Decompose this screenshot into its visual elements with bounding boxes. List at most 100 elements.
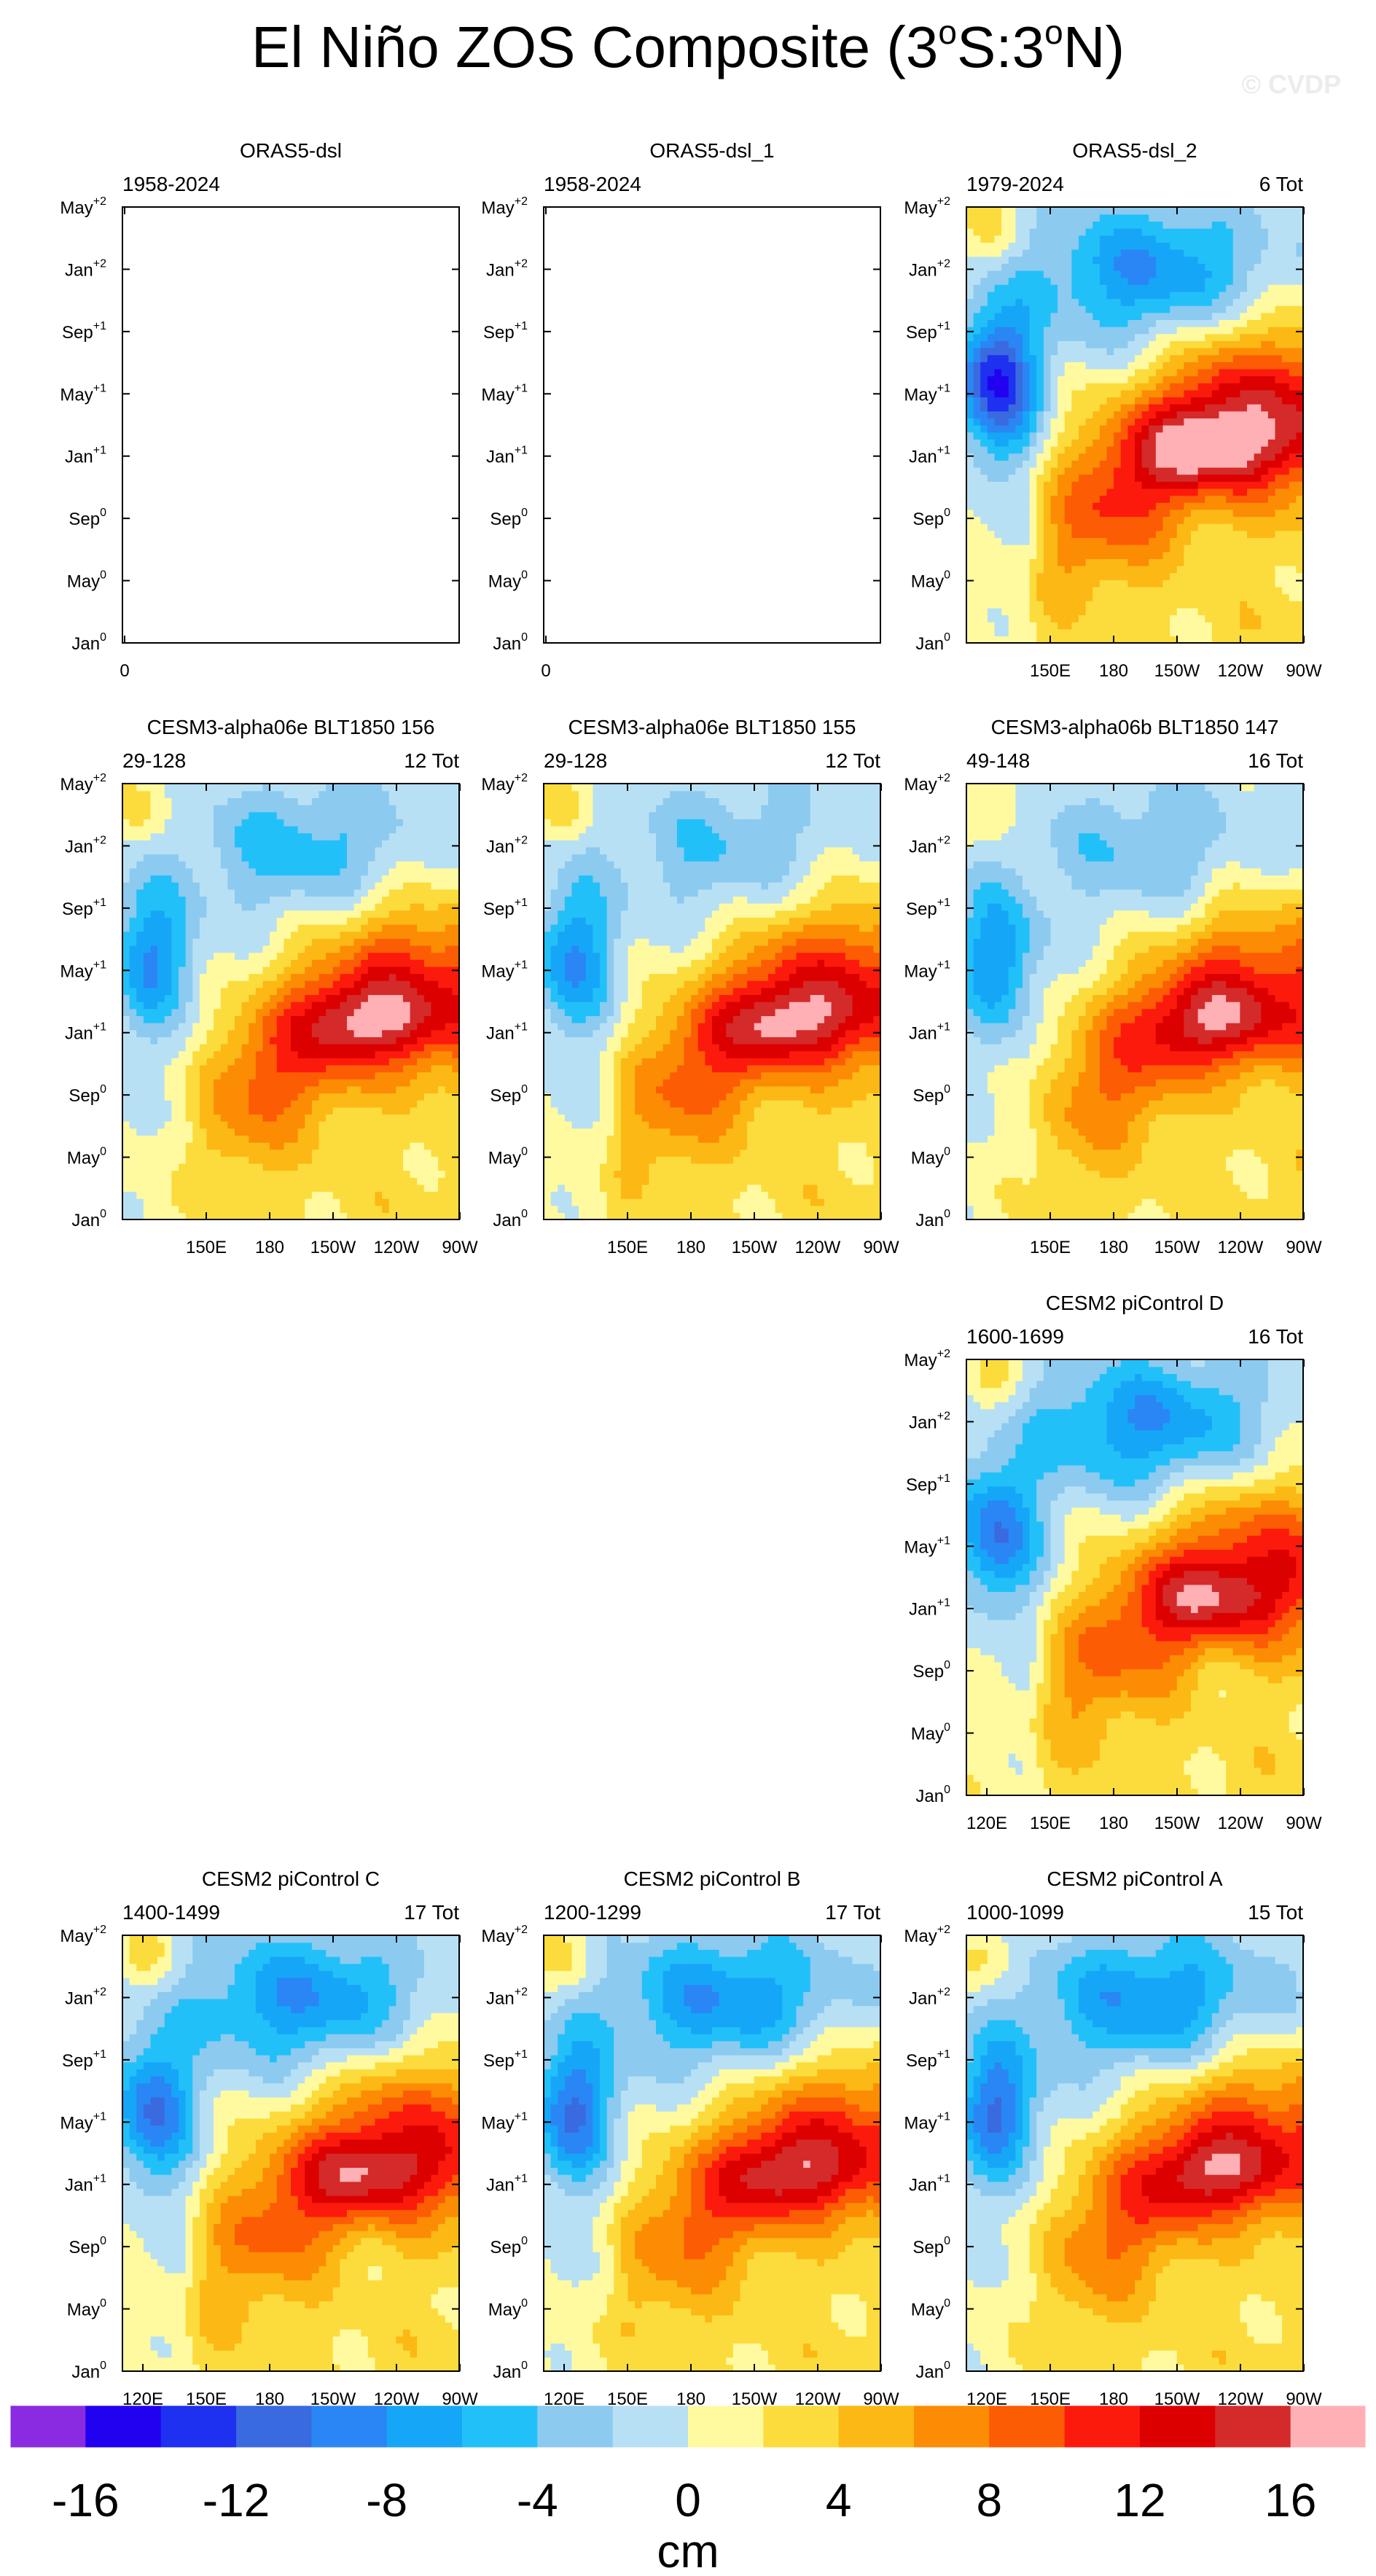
contour-cell bbox=[235, 811, 243, 819]
contour-cell bbox=[1092, 445, 1101, 454]
contour-cell bbox=[1023, 502, 1031, 510]
contour-cell bbox=[179, 1184, 187, 1193]
contour-cell bbox=[192, 1198, 200, 1206]
contour-cell bbox=[1135, 558, 1143, 566]
contour-cell bbox=[262, 790, 270, 798]
contour-cell bbox=[1226, 410, 1234, 419]
contour-cell bbox=[179, 1128, 187, 1136]
contour-cell bbox=[1036, 488, 1044, 496]
contour-cell bbox=[1247, 354, 1255, 362]
contour-cell bbox=[1001, 235, 1009, 243]
contour-cell bbox=[235, 1072, 243, 1080]
contour-cell bbox=[1141, 523, 1149, 531]
contour-cell bbox=[220, 1106, 229, 1115]
contour-cell bbox=[1261, 495, 1269, 503]
contour-cell bbox=[326, 1022, 334, 1031]
contour-cell bbox=[157, 854, 165, 862]
contour-cell bbox=[1064, 298, 1073, 306]
contour-cell bbox=[1092, 460, 1101, 468]
contour-cell bbox=[1247, 249, 1255, 257]
contour-cell bbox=[143, 1008, 152, 1016]
contour-cell bbox=[185, 811, 193, 819]
contour-cell bbox=[332, 1114, 341, 1122]
contour-cell bbox=[1184, 256, 1192, 264]
contour-cell bbox=[1141, 502, 1149, 510]
contour-cell bbox=[1162, 298, 1170, 306]
contour-cell bbox=[1282, 474, 1290, 482]
contour-cell bbox=[235, 1008, 243, 1016]
contour-cell bbox=[1135, 523, 1143, 531]
contour-field bbox=[966, 207, 1303, 643]
contour-cell bbox=[270, 1100, 278, 1108]
contour-cell bbox=[1036, 601, 1044, 609]
contour-cell bbox=[1162, 410, 1170, 419]
contour-cell bbox=[1261, 312, 1269, 321]
contour-cell bbox=[255, 1072, 264, 1080]
contour-cell bbox=[249, 1177, 257, 1185]
contour-cell bbox=[1008, 502, 1017, 510]
contour-cell bbox=[227, 987, 235, 996]
contour-cell bbox=[1106, 242, 1114, 250]
contour-cell bbox=[179, 1156, 187, 1164]
contour-cell bbox=[1015, 298, 1023, 306]
contour-cell bbox=[1036, 375, 1044, 383]
contour-cell bbox=[1155, 326, 1164, 335]
contour-cell bbox=[1232, 298, 1241, 306]
contour-cell bbox=[214, 861, 222, 869]
contour-cell bbox=[966, 333, 974, 341]
contour-cell bbox=[1191, 460, 1199, 468]
contour-cell bbox=[305, 987, 313, 996]
contour-cell bbox=[1079, 368, 1087, 377]
contour-cell bbox=[994, 221, 1002, 229]
contour-cell bbox=[1001, 227, 1009, 236]
contour-cell bbox=[1120, 312, 1129, 321]
contour-cell bbox=[305, 867, 313, 876]
contour-cell bbox=[1226, 453, 1234, 461]
contour-cell bbox=[129, 910, 137, 918]
contour-cell bbox=[241, 1135, 249, 1143]
contour-cell bbox=[1247, 418, 1255, 426]
contour-cell bbox=[966, 418, 974, 426]
contour-cell bbox=[1106, 347, 1114, 356]
contour-cell bbox=[1261, 410, 1269, 419]
contour-cell bbox=[1240, 481, 1248, 489]
contour-cell bbox=[150, 1205, 158, 1214]
contour-cell bbox=[143, 832, 152, 840]
contour-cell bbox=[1114, 383, 1122, 391]
contour-cell bbox=[1092, 474, 1101, 482]
contour-cell bbox=[1176, 432, 1185, 440]
contour-cell bbox=[994, 214, 1002, 222]
contour-cell bbox=[241, 966, 249, 975]
contour-cell bbox=[1058, 319, 1066, 327]
contour-cell bbox=[326, 1191, 334, 1199]
contour-cell bbox=[199, 804, 208, 813]
contour-cell bbox=[206, 987, 214, 996]
contour-cell bbox=[185, 1100, 193, 1108]
contour-cell bbox=[1261, 579, 1269, 588]
contour-cell bbox=[192, 797, 200, 805]
contour-cell bbox=[122, 917, 130, 925]
contour-cell bbox=[150, 1212, 158, 1219]
contour-cell bbox=[1114, 601, 1122, 609]
contour-cell bbox=[164, 825, 173, 834]
contour-cell bbox=[262, 825, 270, 834]
contour-cell bbox=[973, 242, 981, 250]
contour-cell bbox=[1043, 397, 1052, 405]
contour-cell bbox=[297, 902, 305, 911]
contour-cell bbox=[1232, 256, 1241, 264]
contour-cell bbox=[1092, 235, 1101, 243]
contour-cell bbox=[311, 1149, 320, 1157]
contour-cell bbox=[276, 1002, 285, 1010]
contour-cell bbox=[994, 628, 1002, 637]
contour-cell bbox=[1282, 368, 1290, 377]
contour-cell bbox=[1226, 445, 1234, 454]
contour-cell bbox=[179, 1079, 187, 1087]
contour-cell bbox=[129, 994, 137, 1002]
contour-cell bbox=[1050, 298, 1058, 306]
contour-cell bbox=[171, 938, 179, 946]
contour-cell bbox=[1092, 291, 1101, 300]
contour-cell bbox=[994, 235, 1002, 243]
contour-cell bbox=[1155, 284, 1164, 292]
contour-cell bbox=[284, 784, 292, 792]
